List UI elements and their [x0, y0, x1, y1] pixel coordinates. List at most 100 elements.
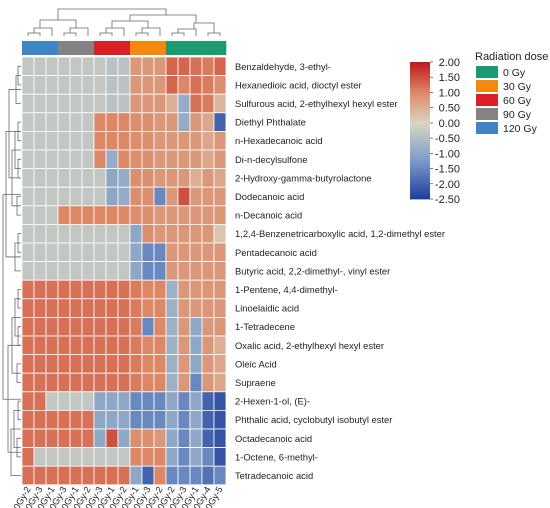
heatmap-cell [189, 428, 203, 449]
heatmap-cell [105, 372, 119, 393]
heatmap-cell [177, 428, 191, 449]
color-scale-segment [410, 144, 430, 147]
color-scale-label: 0.50 [439, 103, 460, 115]
heatmap-cell [33, 223, 47, 244]
heatmap-cell [93, 93, 107, 114]
heatmap-cell [177, 223, 191, 244]
row-label: Pentadecanoic acid [235, 247, 317, 258]
color-scale-segment [410, 96, 430, 99]
dendrogram-branch [207, 32, 221, 36]
color-scale-segment [410, 160, 430, 163]
heatmap-cell [165, 223, 179, 244]
heatmap-cell [81, 223, 95, 244]
heatmap-cell [189, 391, 203, 411]
heatmap-cell [81, 186, 95, 207]
heatmap-cell [57, 465, 71, 486]
heatmap-cell [81, 391, 95, 411]
row-label: Tetradecanoic acid [235, 470, 313, 481]
group-bar-cell [214, 41, 227, 55]
heatmap-cell [141, 391, 155, 411]
heatmap-cell [129, 205, 143, 225]
color-scale-segment [410, 196, 430, 200]
row-label: Sulfurous acid, 2-ethylhexyl hexyl ester [235, 98, 398, 109]
heatmap-cell [45, 354, 59, 374]
group-bar-cell [118, 41, 131, 55]
legend-label: 120 Gy [503, 123, 538, 135]
heatmap-cell [57, 130, 71, 151]
heatmap-cell [81, 409, 95, 430]
legend-label: 60 Gy [503, 95, 532, 107]
row-label: Octadecanoic acid [235, 433, 312, 444]
heatmap-cell [213, 130, 227, 151]
color-scale-segment [410, 169, 430, 172]
heatmap-cell [129, 372, 143, 393]
color-scale-segment [410, 164, 430, 168]
heatmap-cell [153, 56, 167, 77]
heatmap-cell [69, 391, 83, 411]
color-scale-segment [410, 71, 430, 74]
heatmap-cell [201, 130, 215, 151]
heatmap-cell [57, 75, 71, 95]
heatmap-cell [33, 93, 47, 114]
heatmap-cell [117, 186, 131, 207]
heatmap-cell [153, 298, 167, 318]
heatmap-cell [57, 242, 71, 263]
heatmap-cell [69, 242, 83, 263]
color-scale-segment [410, 100, 430, 104]
heatmap-cell [201, 223, 215, 244]
heatmap-cell [81, 75, 95, 95]
dendrogram-branch [141, 27, 161, 36]
heatmap-cell [117, 75, 131, 95]
heatmap-cell [153, 465, 167, 486]
heatmap-cell [45, 130, 59, 151]
group-bar-cell [190, 41, 203, 55]
color-scale-segment [410, 189, 430, 193]
color-scale-segment [410, 162, 430, 166]
legend-label: 90 Gy [503, 109, 532, 121]
heatmap-cell [189, 465, 203, 486]
heatmap-cell [57, 372, 71, 393]
heatmap-cell [93, 112, 107, 132]
heatmap-cell [189, 186, 203, 207]
heatmap-cell [165, 205, 179, 225]
heatmap-cell [69, 205, 83, 225]
row-label: Hexanedioic acid, dioctyl ester [235, 79, 362, 90]
heatmap-cell [45, 409, 59, 430]
heatmap-cell [213, 242, 227, 263]
color-scale-segment [410, 185, 430, 188]
heatmap-cell [153, 316, 167, 337]
heatmap-cell [201, 354, 215, 374]
heatmap-cell [21, 149, 35, 170]
color-scale-segment [410, 93, 430, 97]
dendrogram-branch [171, 32, 185, 36]
heatmap-cell [69, 93, 83, 114]
heatmap-cell [177, 261, 191, 281]
heatmap-cell [33, 335, 47, 356]
heatmap-cell [93, 223, 107, 244]
color-scale-segment [410, 141, 430, 145]
heatmap-cell [201, 75, 215, 95]
color-scale-segment [410, 73, 430, 77]
heatmap-cell [213, 149, 227, 170]
heatmap-cell [165, 279, 179, 300]
heatmap-cell [213, 168, 227, 188]
heatmap-cell [21, 130, 35, 151]
dendrogram-branch [69, 27, 89, 36]
heatmap-cell [165, 409, 179, 430]
heatmap-cell [105, 391, 119, 411]
group-bar-cell [202, 41, 215, 55]
heatmap-cell [141, 75, 155, 95]
heatmap-cell [81, 428, 95, 449]
group-bar-cell [58, 41, 71, 55]
heatmap-cell [201, 335, 215, 356]
color-scale-segment [410, 125, 430, 129]
legend-title: Radiation dose [475, 51, 548, 63]
row-label: Butyric acid, 2,2-dimethyl-, vinyl ester [235, 265, 390, 276]
group-bar-cell [34, 41, 47, 55]
heatmap-cell [57, 354, 71, 374]
heatmap-cell [177, 372, 191, 393]
heatmap-cell [129, 391, 143, 411]
heatmap-cell [117, 298, 131, 318]
heatmap-cell [165, 447, 179, 467]
heatmap-cell [189, 316, 203, 337]
